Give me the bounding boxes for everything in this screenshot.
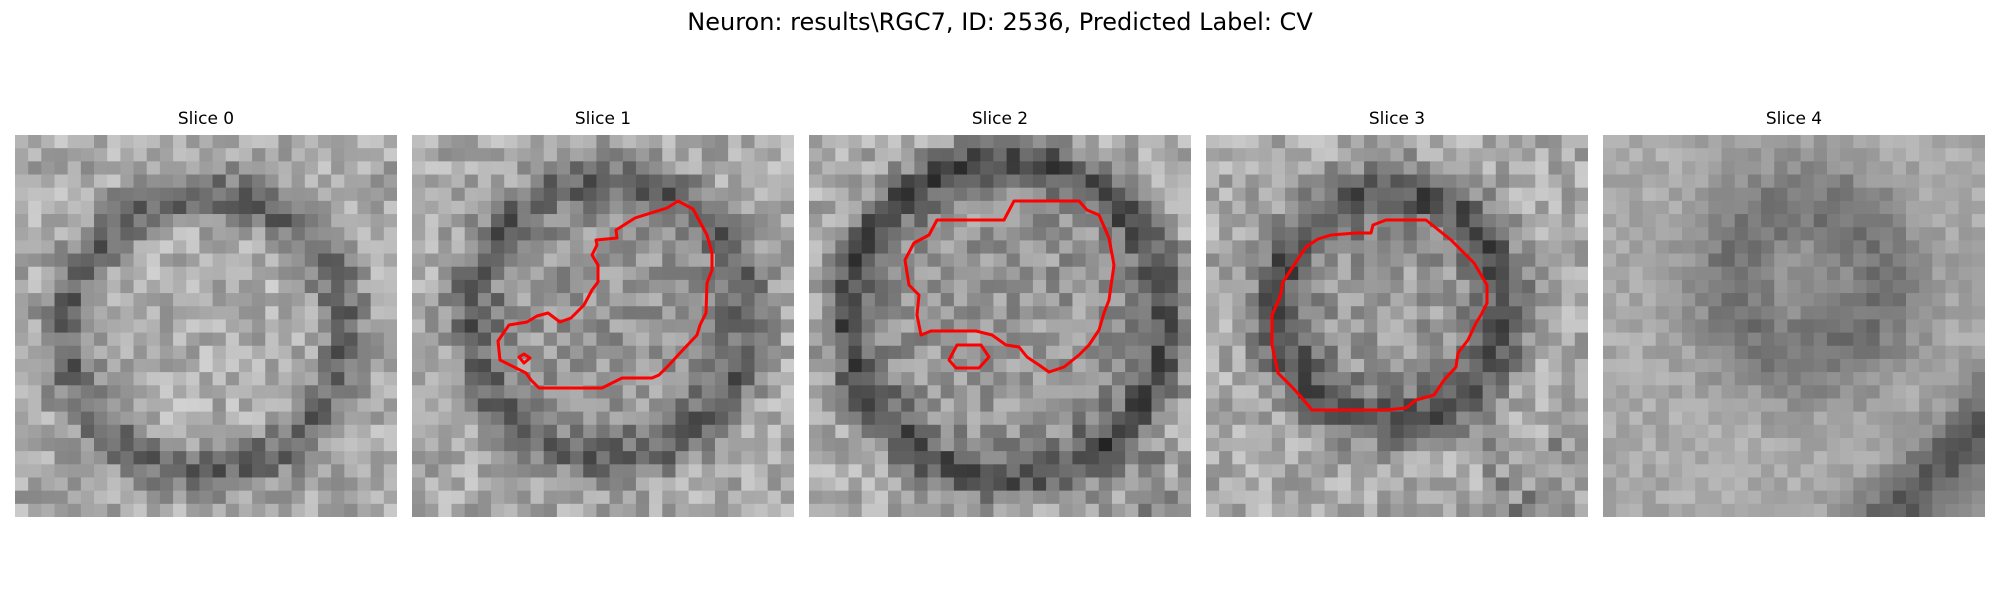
slice-title-2: Slice 2: [971, 109, 1029, 129]
slice-title-3: Slice 3: [1368, 109, 1426, 129]
slice-image-0: [15, 135, 397, 517]
pixel-grid: [15, 135, 397, 517]
slice-title-4: Slice 4: [1765, 109, 1823, 129]
pixel-grid: [412, 135, 794, 517]
segmentation-contour: [496, 199, 714, 390]
figure-title: Neuron: results\RGC7, ID: 2536, Predicte…: [687, 8, 1313, 36]
slice-title-1: Slice 1: [574, 109, 632, 129]
segmentation-contour: [1270, 218, 1489, 412]
slice-image-3: [1206, 135, 1588, 517]
pixel-grid: [1206, 135, 1588, 517]
slice-title-0: Slice 0: [177, 109, 235, 129]
slice-image-1: [412, 135, 794, 517]
pixel-grid: [809, 135, 1191, 517]
small-contour: [947, 343, 991, 370]
small-contour: [517, 352, 532, 365]
slice-image-4: [1603, 135, 1985, 517]
pixel-grid: [1603, 135, 1985, 517]
slice-image-2: [809, 135, 1191, 517]
segmentation-contour: [903, 199, 1116, 374]
